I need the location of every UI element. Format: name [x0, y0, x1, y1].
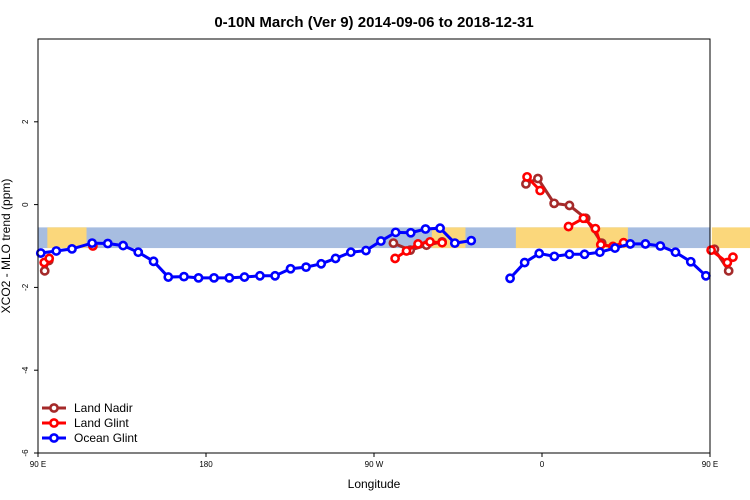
ocean-glint-point — [376, 236, 386, 246]
ocean-glint-point — [361, 245, 371, 256]
land-glint-point — [563, 221, 574, 232]
y-tick-label: -4 — [21, 366, 30, 374]
ocean-glint-point — [345, 247, 356, 258]
axis-layer: 90 E 180 90 W 0 90 E 2 0 -2 -4 -6 — [21, 119, 718, 469]
ocean-glint-point — [505, 273, 515, 284]
ocean-glint-point — [102, 238, 113, 249]
ocean-glint-point — [133, 247, 144, 258]
legend-swatch-marker — [49, 418, 59, 428]
ocean-glint-point — [255, 270, 265, 281]
ocean-glint-point — [316, 258, 327, 269]
legend-swatch-marker — [49, 403, 59, 413]
ocean-glint-point — [390, 227, 401, 238]
land-glint-point — [706, 245, 717, 256]
land-nadir-point — [532, 173, 543, 184]
ocean-glint-point — [224, 272, 235, 283]
ocean-glint-point — [579, 249, 590, 260]
ocean-glint-point — [148, 256, 159, 267]
ocean-glint-point — [420, 224, 431, 234]
ocean-glint-point — [594, 247, 605, 258]
x-axis-label: Longitude — [348, 477, 401, 491]
y-axis-label: XCO2 - MLO trend (ppm) — [0, 179, 13, 314]
land-glint-point — [425, 236, 435, 247]
ocean-glint-point — [330, 253, 341, 264]
legend-label: Land Nadir — [74, 401, 133, 415]
series-land-nadir — [39, 173, 734, 276]
ocean-glint-point — [466, 235, 477, 246]
land-nadir-point — [723, 265, 734, 276]
legend-label: Ocean Glint — [74, 431, 138, 445]
x-tick-label: 90 W — [365, 460, 384, 469]
land-glint-point — [595, 239, 606, 250]
legend-label: Land Glint — [74, 416, 129, 430]
series-ocean-glint — [35, 223, 711, 284]
land-glint-point — [390, 253, 400, 264]
y-tick-label: 2 — [21, 119, 30, 124]
ocean-glint-point — [51, 246, 62, 256]
legend-entry-land-glint: Land Glint — [42, 416, 129, 430]
ocean-glint-point — [519, 257, 530, 268]
legend-entry-ocean-glint: Ocean Glint — [42, 431, 138, 445]
ocean-glint-point — [270, 270, 280, 281]
land-glint-point — [437, 237, 448, 248]
land-nadir-point — [564, 200, 575, 211]
land-glint-point — [590, 223, 601, 234]
ocean-glint-point — [700, 270, 711, 281]
x-tick-label: 90 E — [702, 460, 718, 469]
ocean-glint-point — [163, 272, 174, 282]
land-glint-point — [44, 253, 55, 264]
x-tick-label: 180 — [199, 460, 213, 469]
ocean-glint-point — [67, 243, 77, 254]
ocean-glint-point — [534, 248, 545, 259]
ocean-glint-point — [301, 262, 311, 273]
land-region-3 — [711, 227, 750, 249]
land-region-0 — [47, 227, 87, 249]
ocean-glint-point — [35, 248, 46, 258]
legend-entry-land-nadir: Land Nadir — [42, 401, 133, 415]
ocean-glint-point — [193, 272, 204, 283]
land-nadir-point — [39, 265, 50, 276]
x-tick-label: 90 E — [30, 460, 46, 469]
chart-title: 0-10N March (Ver 9) 2014-09-06 to 2018-1… — [214, 14, 533, 31]
ocean-glint-point — [87, 238, 98, 249]
ocean-glint-point — [435, 223, 445, 234]
ocean-glint-point — [564, 249, 575, 260]
land-nadir-point — [388, 238, 399, 249]
ocean-glint-point — [118, 240, 129, 251]
series-land-glint — [39, 171, 738, 268]
ocean-glint-point — [405, 227, 416, 238]
land-glint-point — [522, 171, 532, 182]
ocean-glint-point — [179, 271, 189, 282]
land-glint-point — [535, 185, 546, 196]
ocean-glint-point — [239, 272, 250, 282]
ocean-glint-point — [285, 263, 296, 274]
ocean-glint-point — [549, 251, 560, 262]
ocean-glint-point — [209, 272, 219, 283]
land-nadir-point — [549, 198, 560, 209]
y-tick-label: 0 — [21, 202, 30, 207]
land-glint-point — [578, 213, 589, 224]
land-glint-point — [728, 252, 738, 263]
land-glint-point — [722, 257, 733, 268]
ocean-glint-point — [685, 256, 696, 267]
legend-swatch-marker — [49, 433, 59, 443]
land-glint-point — [401, 246, 412, 256]
series-layer — [35, 171, 738, 284]
ocean-glint-point — [655, 241, 666, 251]
y-tick-label: -6 — [21, 449, 30, 457]
ocean-glint-point — [449, 238, 460, 249]
ocean-glint-point — [640, 239, 651, 249]
ocean-glint-point — [610, 243, 620, 253]
land-glint-point — [413, 239, 423, 249]
x-tick-label: 0 — [540, 460, 545, 469]
ocean-glint-point — [625, 239, 636, 249]
ocean-glint-point — [670, 247, 681, 258]
y-tick-label: -2 — [21, 283, 30, 291]
